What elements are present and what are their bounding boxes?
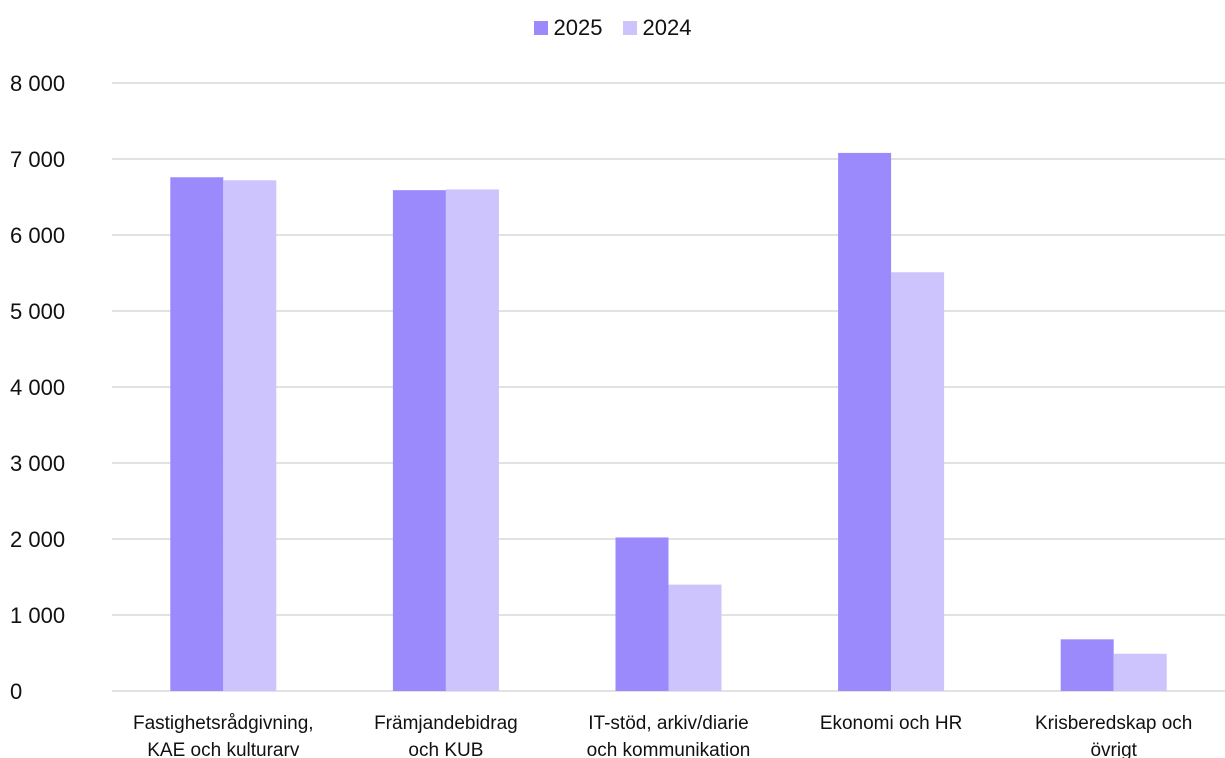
x-tick-label: övrigt: [1090, 740, 1137, 758]
legend-swatch-2024: [622, 21, 637, 35]
x-tick-label: IT-stöd, arkiv/diarie: [588, 713, 749, 734]
bar-2024: [891, 272, 945, 691]
y-tick-label: 3 000: [10, 451, 65, 476]
legend-label-2025: 2025: [553, 15, 603, 40]
x-tick-label: och kommunikation: [587, 740, 751, 758]
y-tick-label: 2 000: [10, 527, 65, 552]
bar-2024: [445, 189, 499, 691]
legend-label-2024: 2024: [642, 15, 692, 40]
legend: 2025 2024: [0, 15, 1225, 41]
x-tick-label: Fastighetsrådgivning,: [133, 713, 314, 734]
bar-2024: [1113, 653, 1167, 691]
x-tick-label: Ekonomi och HR: [820, 713, 963, 734]
legend-item-2025: 2025: [533, 15, 603, 41]
bar-2025: [838, 152, 892, 692]
x-tick-label: KAE och kulturarv: [147, 740, 300, 758]
bar-2025: [170, 177, 224, 692]
y-tick-label: 8 000: [10, 71, 65, 96]
bar-2024: [668, 584, 722, 691]
y-tick-label: 6 000: [10, 223, 65, 248]
y-tick-label: 4 000: [10, 375, 65, 400]
legend-item-2024: 2024: [622, 15, 692, 41]
legend-swatch-2025: [533, 21, 548, 35]
x-tick-label: Främjandebidrag: [374, 713, 518, 734]
y-tick-label: 0: [10, 679, 22, 704]
x-tick-label: Krisberedskap och: [1035, 713, 1192, 734]
bar-2024: [223, 180, 277, 691]
y-tick-label: 1 000: [10, 603, 65, 628]
bar-2025: [1060, 639, 1114, 691]
y-tick-label: 5 000: [10, 299, 65, 324]
bar-2025: [615, 537, 669, 691]
y-tick-label: 7 000: [10, 147, 65, 172]
bar-2025: [392, 190, 446, 691]
x-tick-label: och KUB: [408, 740, 483, 758]
